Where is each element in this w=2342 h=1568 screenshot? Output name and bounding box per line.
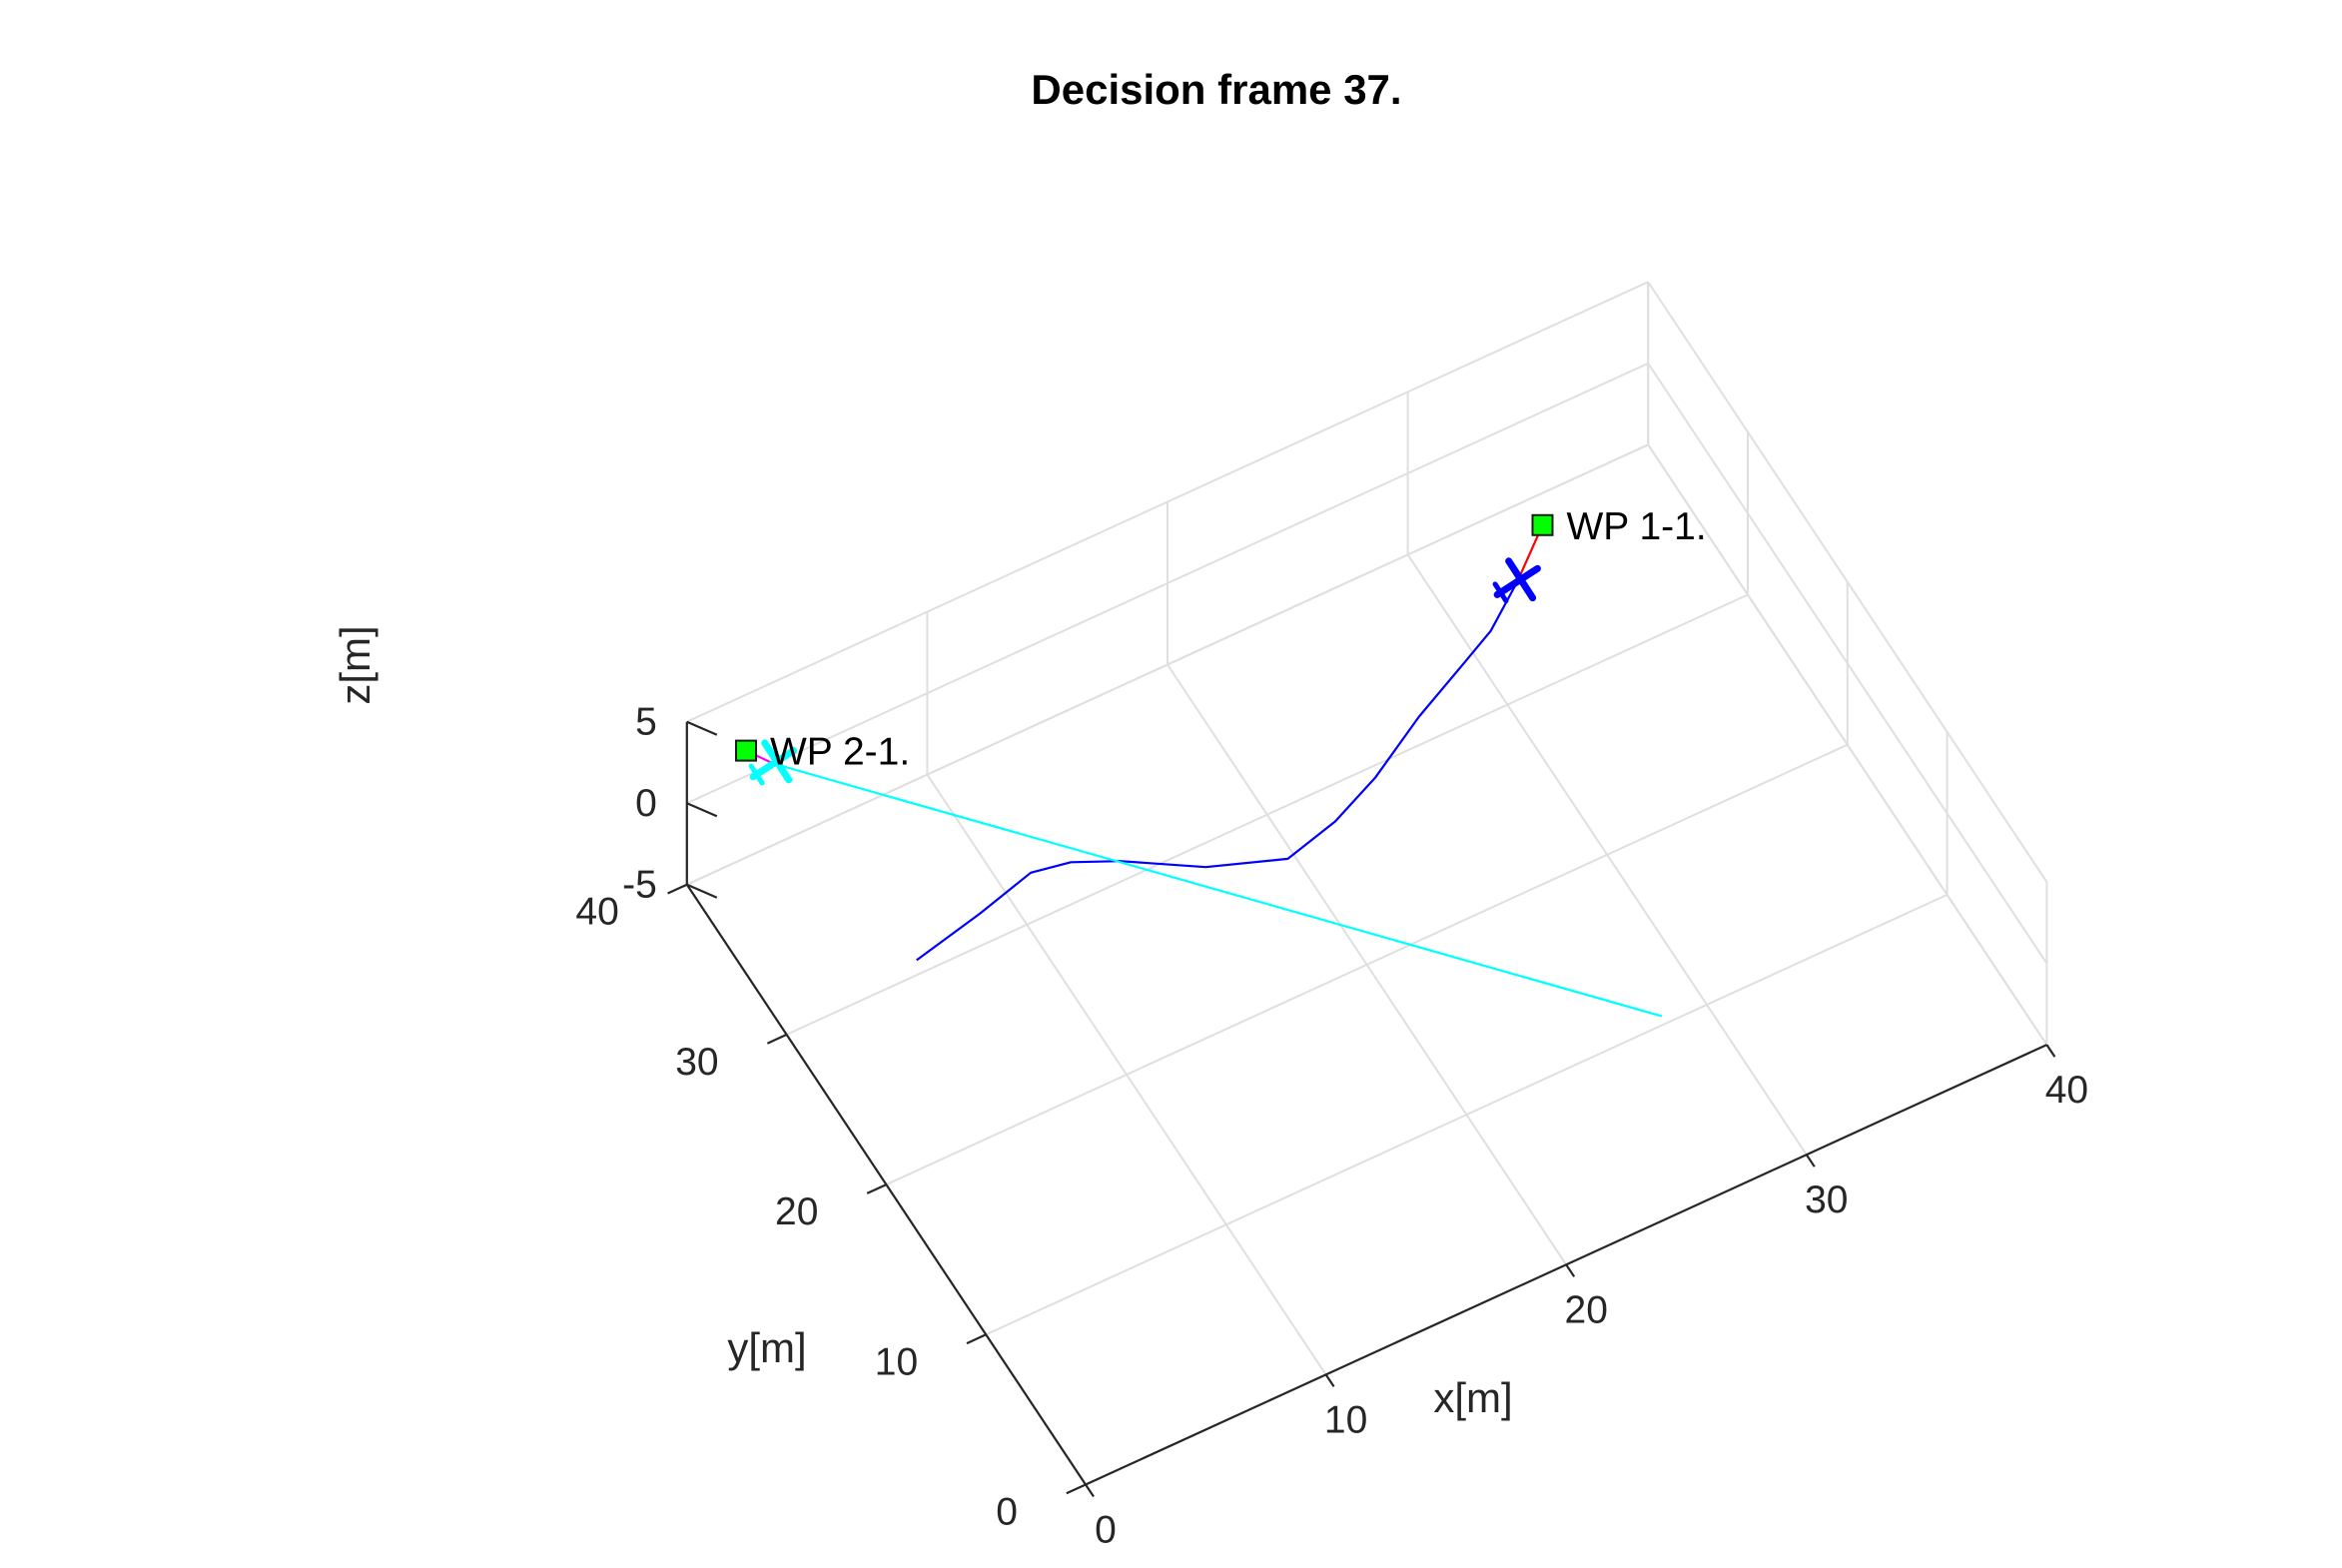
- aircraft-wing: [761, 739, 793, 784]
- z-axis-label: z[m]: [332, 625, 379, 704]
- waypoint-marker: [735, 739, 757, 762]
- z-tick-label: 0: [635, 782, 657, 825]
- aircraft-tail: [1492, 581, 1509, 604]
- x-tick-mark: [1085, 1483, 1095, 1498]
- aircraft-fuselage: [749, 747, 798, 781]
- waypoint-marker: [1531, 513, 1554, 536]
- z-tick-mark: [686, 802, 718, 818]
- x-tick-label: 40: [2045, 1069, 2088, 1112]
- chart-title: Decision frame 37.: [1031, 66, 1401, 113]
- x-tick-mark: [2045, 1044, 2056, 1058]
- grid-line-z: [1647, 443, 2048, 1046]
- trajectory-line: [773, 762, 1663, 1018]
- aircraft-fuselage: [1493, 564, 1541, 598]
- grid-line-z: [686, 362, 1649, 805]
- z-tick-label: 5: [635, 701, 657, 744]
- grid-line-z: [1647, 281, 2048, 883]
- y-tick-mark: [667, 883, 688, 895]
- y-tick-mark: [1066, 1483, 1087, 1495]
- y-axis-label: y[m]: [727, 1324, 806, 1371]
- x-tick-label: 30: [1805, 1178, 1848, 1221]
- x-tick-mark: [1324, 1373, 1335, 1388]
- y-tick-mark: [966, 1333, 987, 1345]
- y-tick-label: 20: [775, 1190, 818, 1233]
- z-tick-mark: [686, 883, 718, 899]
- grid-line-z: [686, 443, 1649, 886]
- y-tick-label: 10: [875, 1340, 918, 1383]
- waypoint-label: WP 1-1.: [1567, 505, 1707, 548]
- grid-line-z: [1647, 363, 2048, 965]
- waypoint-label: WP 2-1.: [770, 731, 910, 774]
- grid-line-y: [786, 593, 1749, 1036]
- grid-line-y: [885, 743, 1849, 1186]
- aircraft-wing: [1505, 557, 1537, 602]
- x-tick-label: 0: [1095, 1509, 1117, 1552]
- aircraft-tail: [748, 763, 765, 786]
- y-tick-label: 0: [996, 1491, 1018, 1534]
- z-tick-mark: [686, 720, 718, 736]
- z-tick-label: -5: [622, 864, 657, 907]
- x-tick-label: 20: [1565, 1288, 1608, 1331]
- grid-line-z: [686, 281, 1649, 723]
- aircraft-icon: [1492, 557, 1541, 604]
- y-tick-mark: [766, 1033, 788, 1045]
- x-tick-mark: [1565, 1263, 1576, 1277]
- x-axis-label: x[m]: [1433, 1374, 1512, 1421]
- plot-area: WP 1-1. WP 2-1.: [735, 505, 1707, 1018]
- trajectory-line: [916, 580, 1519, 962]
- y-tick-label: 30: [675, 1041, 718, 1084]
- aircraft-icon: [748, 739, 798, 786]
- x-tick-label: 10: [1324, 1398, 1367, 1441]
- grid-line-y: [985, 893, 1949, 1336]
- y-tick-mark: [866, 1183, 887, 1194]
- x-tick-mark: [1805, 1154, 1816, 1168]
- grid-lines: [685, 281, 2048, 1486]
- y-tick-label: 40: [575, 891, 618, 934]
